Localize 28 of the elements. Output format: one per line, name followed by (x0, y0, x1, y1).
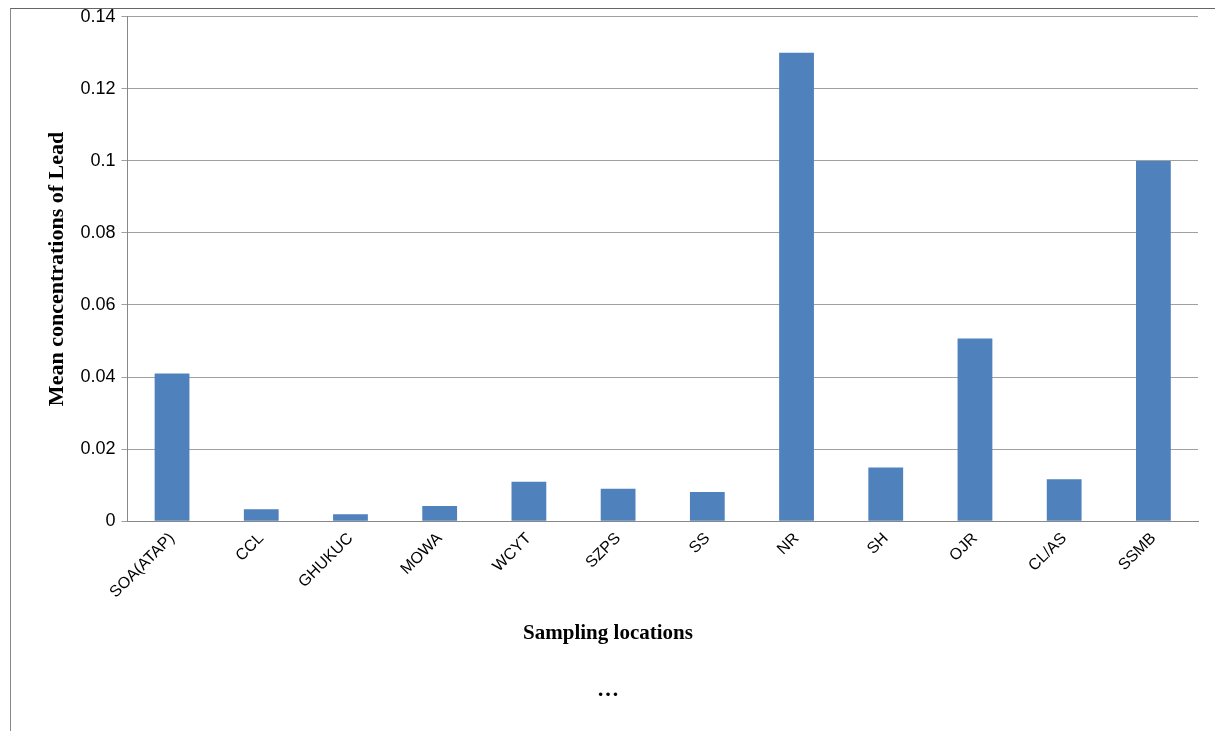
y-tick-label: 0.12 (80, 77, 116, 98)
bar (422, 506, 458, 521)
y-tick-label: 0 (105, 510, 116, 531)
x-tick-label: CCL (231, 529, 267, 564)
x-tick-label: SS (685, 529, 713, 557)
y-tick-label: 0.1 (90, 149, 116, 170)
bar (243, 509, 279, 521)
bar (779, 52, 814, 521)
bar (600, 488, 636, 521)
bar (868, 467, 904, 521)
y-tick-label: 0.08 (80, 221, 116, 242)
x-tick-label: OJR (945, 529, 981, 564)
x-tick-label: SH (863, 529, 891, 557)
y-tick-label: 0.06 (80, 293, 116, 314)
bar (511, 481, 547, 521)
text: … (596, 676, 620, 702)
y-tick-label: 0.14 (80, 5, 116, 26)
x-tick-label: NR (773, 529, 802, 558)
bar (1046, 479, 1082, 521)
y-tick-label: 0.02 (80, 438, 116, 459)
bar (957, 338, 993, 521)
bar (333, 514, 368, 521)
bar (154, 373, 190, 521)
x-axis-title: Sampling locations (522, 620, 694, 645)
y-tick-label: 0.04 (80, 366, 116, 386)
bar (1136, 160, 1171, 521)
bar (689, 491, 725, 521)
y-axis-title: Mean concentrations of Lead (42, 131, 68, 407)
